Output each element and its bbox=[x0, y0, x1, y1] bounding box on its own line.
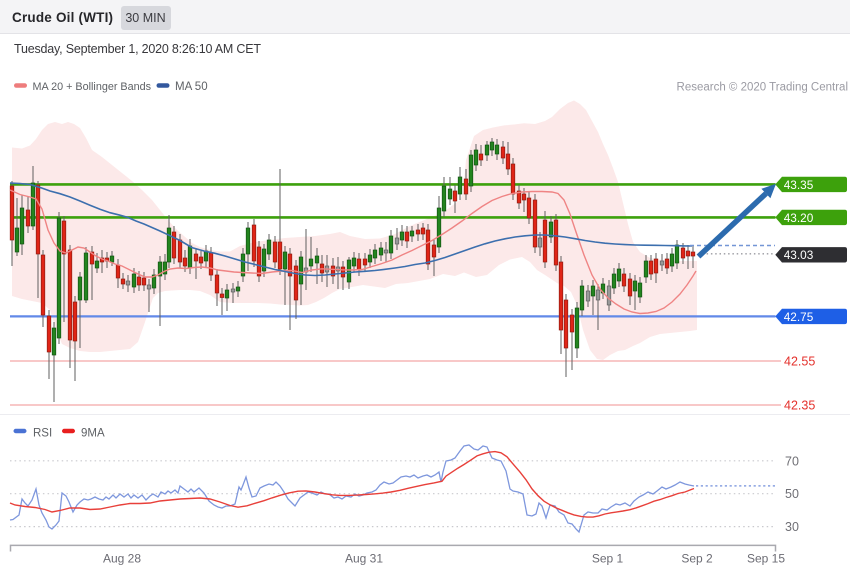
svg-text:Aug 31: Aug 31 bbox=[345, 552, 383, 566]
svg-text:43.03: 43.03 bbox=[784, 248, 814, 262]
svg-text:MA 20 + Bollinger Bands: MA 20 + Bollinger Bands bbox=[33, 81, 152, 93]
svg-text:42.75: 42.75 bbox=[784, 310, 814, 324]
svg-text:70: 70 bbox=[785, 454, 799, 468]
svg-text:42.55: 42.55 bbox=[784, 355, 815, 369]
svg-text:Aug 28: Aug 28 bbox=[103, 552, 141, 566]
svg-text:Sep 1: Sep 1 bbox=[592, 552, 624, 566]
svg-text:Sep 2: Sep 2 bbox=[681, 552, 713, 566]
svg-text:42.35: 42.35 bbox=[784, 399, 815, 413]
svg-text:RSI: RSI bbox=[33, 428, 52, 440]
svg-text:43.20: 43.20 bbox=[784, 211, 814, 225]
svg-text:9MA: 9MA bbox=[81, 428, 105, 440]
svg-text:Sep 15: Sep 15 bbox=[747, 552, 785, 566]
svg-text:30: 30 bbox=[785, 520, 799, 534]
svg-text:50: 50 bbox=[785, 487, 799, 501]
svg-text:MA 50: MA 50 bbox=[175, 81, 208, 93]
svg-text:Research © 2020 Trading Centra: Research © 2020 Trading Central bbox=[677, 82, 848, 94]
svg-text:43.35: 43.35 bbox=[784, 178, 814, 192]
